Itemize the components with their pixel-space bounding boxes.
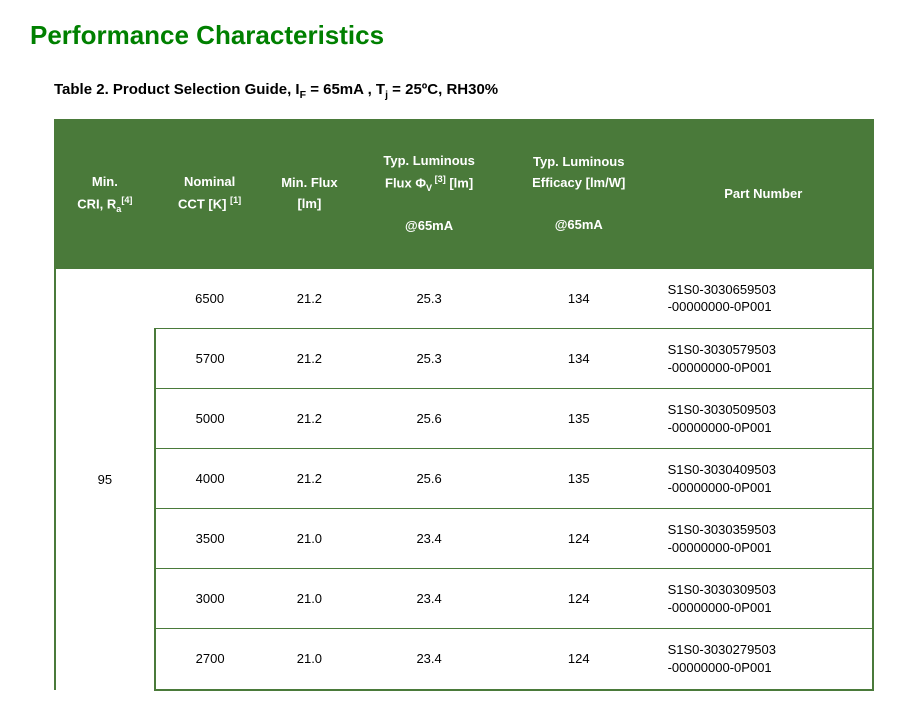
cell-typflux: 23.4 bbox=[354, 569, 504, 629]
cell-cct: 5000 bbox=[155, 389, 265, 449]
col-header-part: Part Number bbox=[654, 120, 873, 268]
cell-part-number: S1S0-3030409503-00000000-0P001 bbox=[654, 449, 873, 509]
table-body: 95650021.225.3134S1S0-3030659503-0000000… bbox=[55, 268, 873, 690]
table-row: 270021.023.4124S1S0-3030279503-00000000-… bbox=[55, 629, 873, 690]
cell-cct: 4000 bbox=[155, 449, 265, 509]
cell-part-number: S1S0-3030309503-00000000-0P001 bbox=[654, 569, 873, 629]
cell-typflux: 25.3 bbox=[354, 328, 504, 388]
table-header-row: Min. CRI, Ra[4] Nominal CCT [K] [1] Min.… bbox=[55, 120, 873, 268]
cell-part-number: S1S0-3030579503-00000000-0P001 bbox=[654, 328, 873, 388]
cell-minflux: 21.0 bbox=[265, 629, 355, 690]
cell-part-number: S1S0-3030509503-00000000-0P001 bbox=[654, 389, 873, 449]
cell-efficacy: 134 bbox=[504, 268, 654, 329]
cell-part-number: S1S0-3030279503-00000000-0P001 bbox=[654, 629, 873, 690]
cell-typflux: 23.4 bbox=[354, 509, 504, 569]
col-header-cct: Nominal CCT [K] [1] bbox=[155, 120, 265, 268]
cell-cct: 3500 bbox=[155, 509, 265, 569]
cell-minflux: 21.2 bbox=[265, 449, 355, 509]
product-selection-table: Min. CRI, Ra[4] Nominal CCT [K] [1] Min.… bbox=[54, 119, 874, 691]
table-caption: Table 2. Product Selection Guide, IF = 6… bbox=[54, 81, 874, 101]
cell-cct: 5700 bbox=[155, 328, 265, 388]
cell-typflux: 25.6 bbox=[354, 449, 504, 509]
col-header-typflux: Typ. Luminous Flux ΦV [3] [lm] @65mA bbox=[354, 120, 504, 268]
cell-minflux: 21.2 bbox=[265, 389, 355, 449]
cell-efficacy: 134 bbox=[504, 328, 654, 388]
cell-typflux: 23.4 bbox=[354, 629, 504, 690]
col-header-cri: Min. CRI, Ra[4] bbox=[55, 120, 155, 268]
table-row: 500021.225.6135S1S0-3030509503-00000000-… bbox=[55, 389, 873, 449]
cell-minflux: 21.0 bbox=[265, 509, 355, 569]
cell-cct: 6500 bbox=[155, 268, 265, 329]
table-row: 350021.023.4124S1S0-3030359503-00000000-… bbox=[55, 509, 873, 569]
cell-cct: 2700 bbox=[155, 629, 265, 690]
table-row: 400021.225.6135S1S0-3030409503-00000000-… bbox=[55, 449, 873, 509]
cell-cri: 95 bbox=[55, 268, 155, 690]
cell-efficacy: 135 bbox=[504, 389, 654, 449]
cell-efficacy: 135 bbox=[504, 449, 654, 509]
cell-efficacy: 124 bbox=[504, 629, 654, 690]
col-header-efficacy: Typ. Luminous Efficacy [lm/W] @65mA bbox=[504, 120, 654, 268]
cell-minflux: 21.2 bbox=[265, 268, 355, 329]
table-row: 300021.023.4124S1S0-3030309503-00000000-… bbox=[55, 569, 873, 629]
cell-minflux: 21.2 bbox=[265, 328, 355, 388]
cell-typflux: 25.6 bbox=[354, 389, 504, 449]
table-row: 95650021.225.3134S1S0-3030659503-0000000… bbox=[55, 268, 873, 329]
col-header-minflux: Min. Flux [lm] bbox=[265, 120, 355, 268]
cell-efficacy: 124 bbox=[504, 509, 654, 569]
cell-minflux: 21.0 bbox=[265, 569, 355, 629]
cell-part-number: S1S0-3030359503-00000000-0P001 bbox=[654, 509, 873, 569]
section-title: Performance Characteristics bbox=[30, 20, 874, 51]
table-row: 570021.225.3134S1S0-3030579503-00000000-… bbox=[55, 328, 873, 388]
cell-cct: 3000 bbox=[155, 569, 265, 629]
cell-typflux: 25.3 bbox=[354, 268, 504, 329]
cell-part-number: S1S0-3030659503-00000000-0P001 bbox=[654, 268, 873, 329]
cell-efficacy: 124 bbox=[504, 569, 654, 629]
